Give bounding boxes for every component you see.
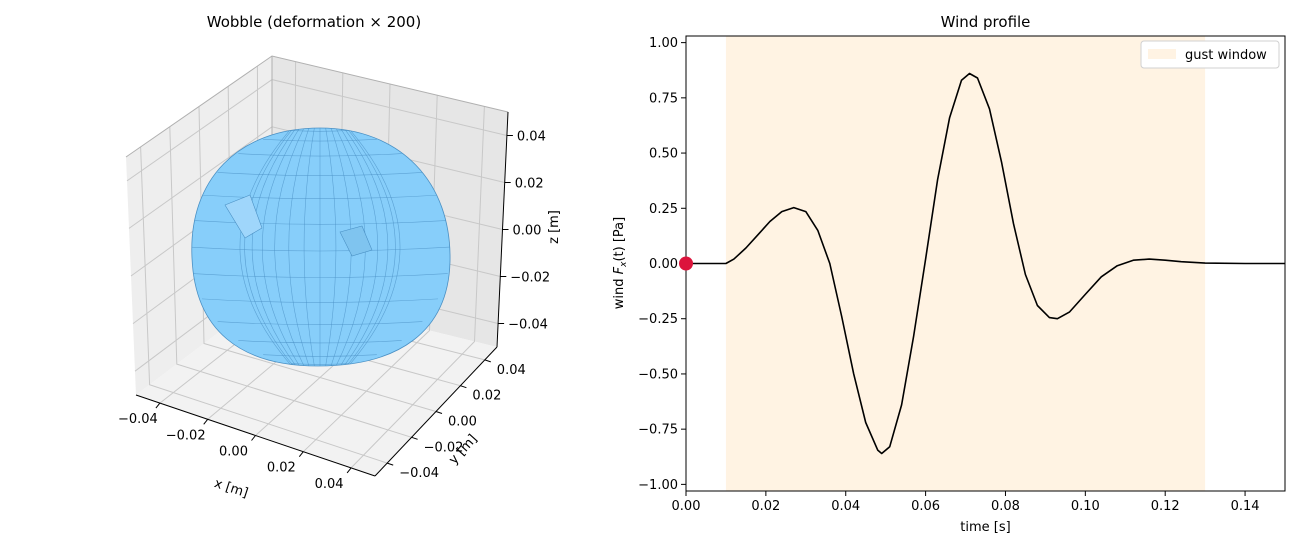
x-tick-label-3d: −0.02 [166, 428, 206, 443]
y-tick-label: −0.50 [638, 367, 678, 382]
sphere-mesh [191, 128, 451, 366]
x-tick-3d [346, 467, 352, 474]
y-tick-3d [387, 462, 394, 466]
x-tick-label: 0.10 [1071, 499, 1100, 514]
wind-profile-axes: Wind profile 0.00 0.02 0.04 0.06 0.08 0.10 0.1… [612, 13, 1286, 535]
z-axis-label-3d: z [m] [547, 210, 562, 244]
z-tick-label-3d: 0.02 [515, 177, 544, 192]
gust-window-band [725, 36, 1206, 491]
y-tick-3d [460, 385, 467, 389]
wobble-3d-axes: Wobble (deformation × 200) [118, 13, 562, 501]
y-tick-label-3d: −0.04 [399, 466, 439, 481]
x-tick-3d [203, 418, 209, 425]
y-tick-label: 0.00 [649, 257, 678, 272]
y-tick-label: −0.25 [638, 312, 678, 327]
y-tick-label-3d: 0.02 [472, 389, 501, 404]
y-tick-label: 0.75 [649, 91, 678, 106]
x-axis-label: time [s] [960, 520, 1010, 535]
x-tick-3d [251, 435, 256, 441]
x-tick-label-3d: 0.04 [315, 477, 344, 492]
x-tick-label: 0.08 [991, 499, 1020, 514]
y-tick-label-3d: 0.00 [448, 415, 477, 430]
x-tick-label: 0.00 [672, 499, 701, 514]
x-tick-3d [155, 402, 161, 409]
z-tick-label-3d: −0.04 [508, 318, 548, 333]
legend-label: gust window [1185, 48, 1267, 63]
y-tick-label: 0.25 [649, 202, 678, 217]
y-tick-label: −0.75 [638, 423, 678, 438]
y-tick-label: 1.00 [649, 36, 678, 51]
y-tick-3d [411, 436, 418, 440]
y-tick-label: 0.50 [649, 147, 678, 162]
x-tick-label: 0.14 [1231, 499, 1260, 514]
x-tick-label-3d: 0.02 [267, 461, 296, 476]
wind-title: Wind profile [941, 13, 1031, 31]
ticks-3d: −0.04 −0.02 0.00 0.02 0.04 −0.04 −0.02 0.00 0.02… [118, 130, 550, 492]
sphere-surface [191, 127, 451, 367]
current-time-marker [679, 256, 693, 271]
x-axis-label-3d: x [m] [212, 476, 250, 501]
y-tick-label: −1.00 [638, 478, 678, 493]
x-tick-label-3d: −0.04 [118, 412, 158, 427]
x-tick-label-3d: 0.00 [219, 445, 248, 460]
sphere-edge [191, 127, 451, 367]
x-tick-label: 0.04 [831, 499, 860, 514]
x-tick-label: 0.06 [911, 499, 940, 514]
wobble-title: Wobble (deformation × 200) [207, 13, 421, 31]
z-tick-label-3d: 0.04 [517, 130, 546, 145]
x-tick-3d [298, 451, 304, 458]
legend-swatch [1148, 49, 1176, 59]
y-tick-label-3d: −0.02 [424, 440, 464, 455]
legend-box [1140, 40, 1280, 69]
x-tick-label: 0.12 [1151, 499, 1180, 514]
y-tick-3d [435, 411, 443, 414]
z-tick-label-3d: −0.02 [510, 271, 550, 286]
z-tick-label-3d: 0.00 [513, 224, 542, 239]
y-tick-label-3d: 0.04 [497, 363, 526, 378]
y-tick-3d [484, 359, 491, 363]
legend: gust window [1140, 40, 1280, 69]
x-tick-label: 0.02 [751, 499, 780, 514]
y-axis-label: wind Fx(t) [Pa] [612, 217, 629, 309]
wind-series-line [686, 72, 1285, 455]
sphere-body [191, 128, 451, 366]
